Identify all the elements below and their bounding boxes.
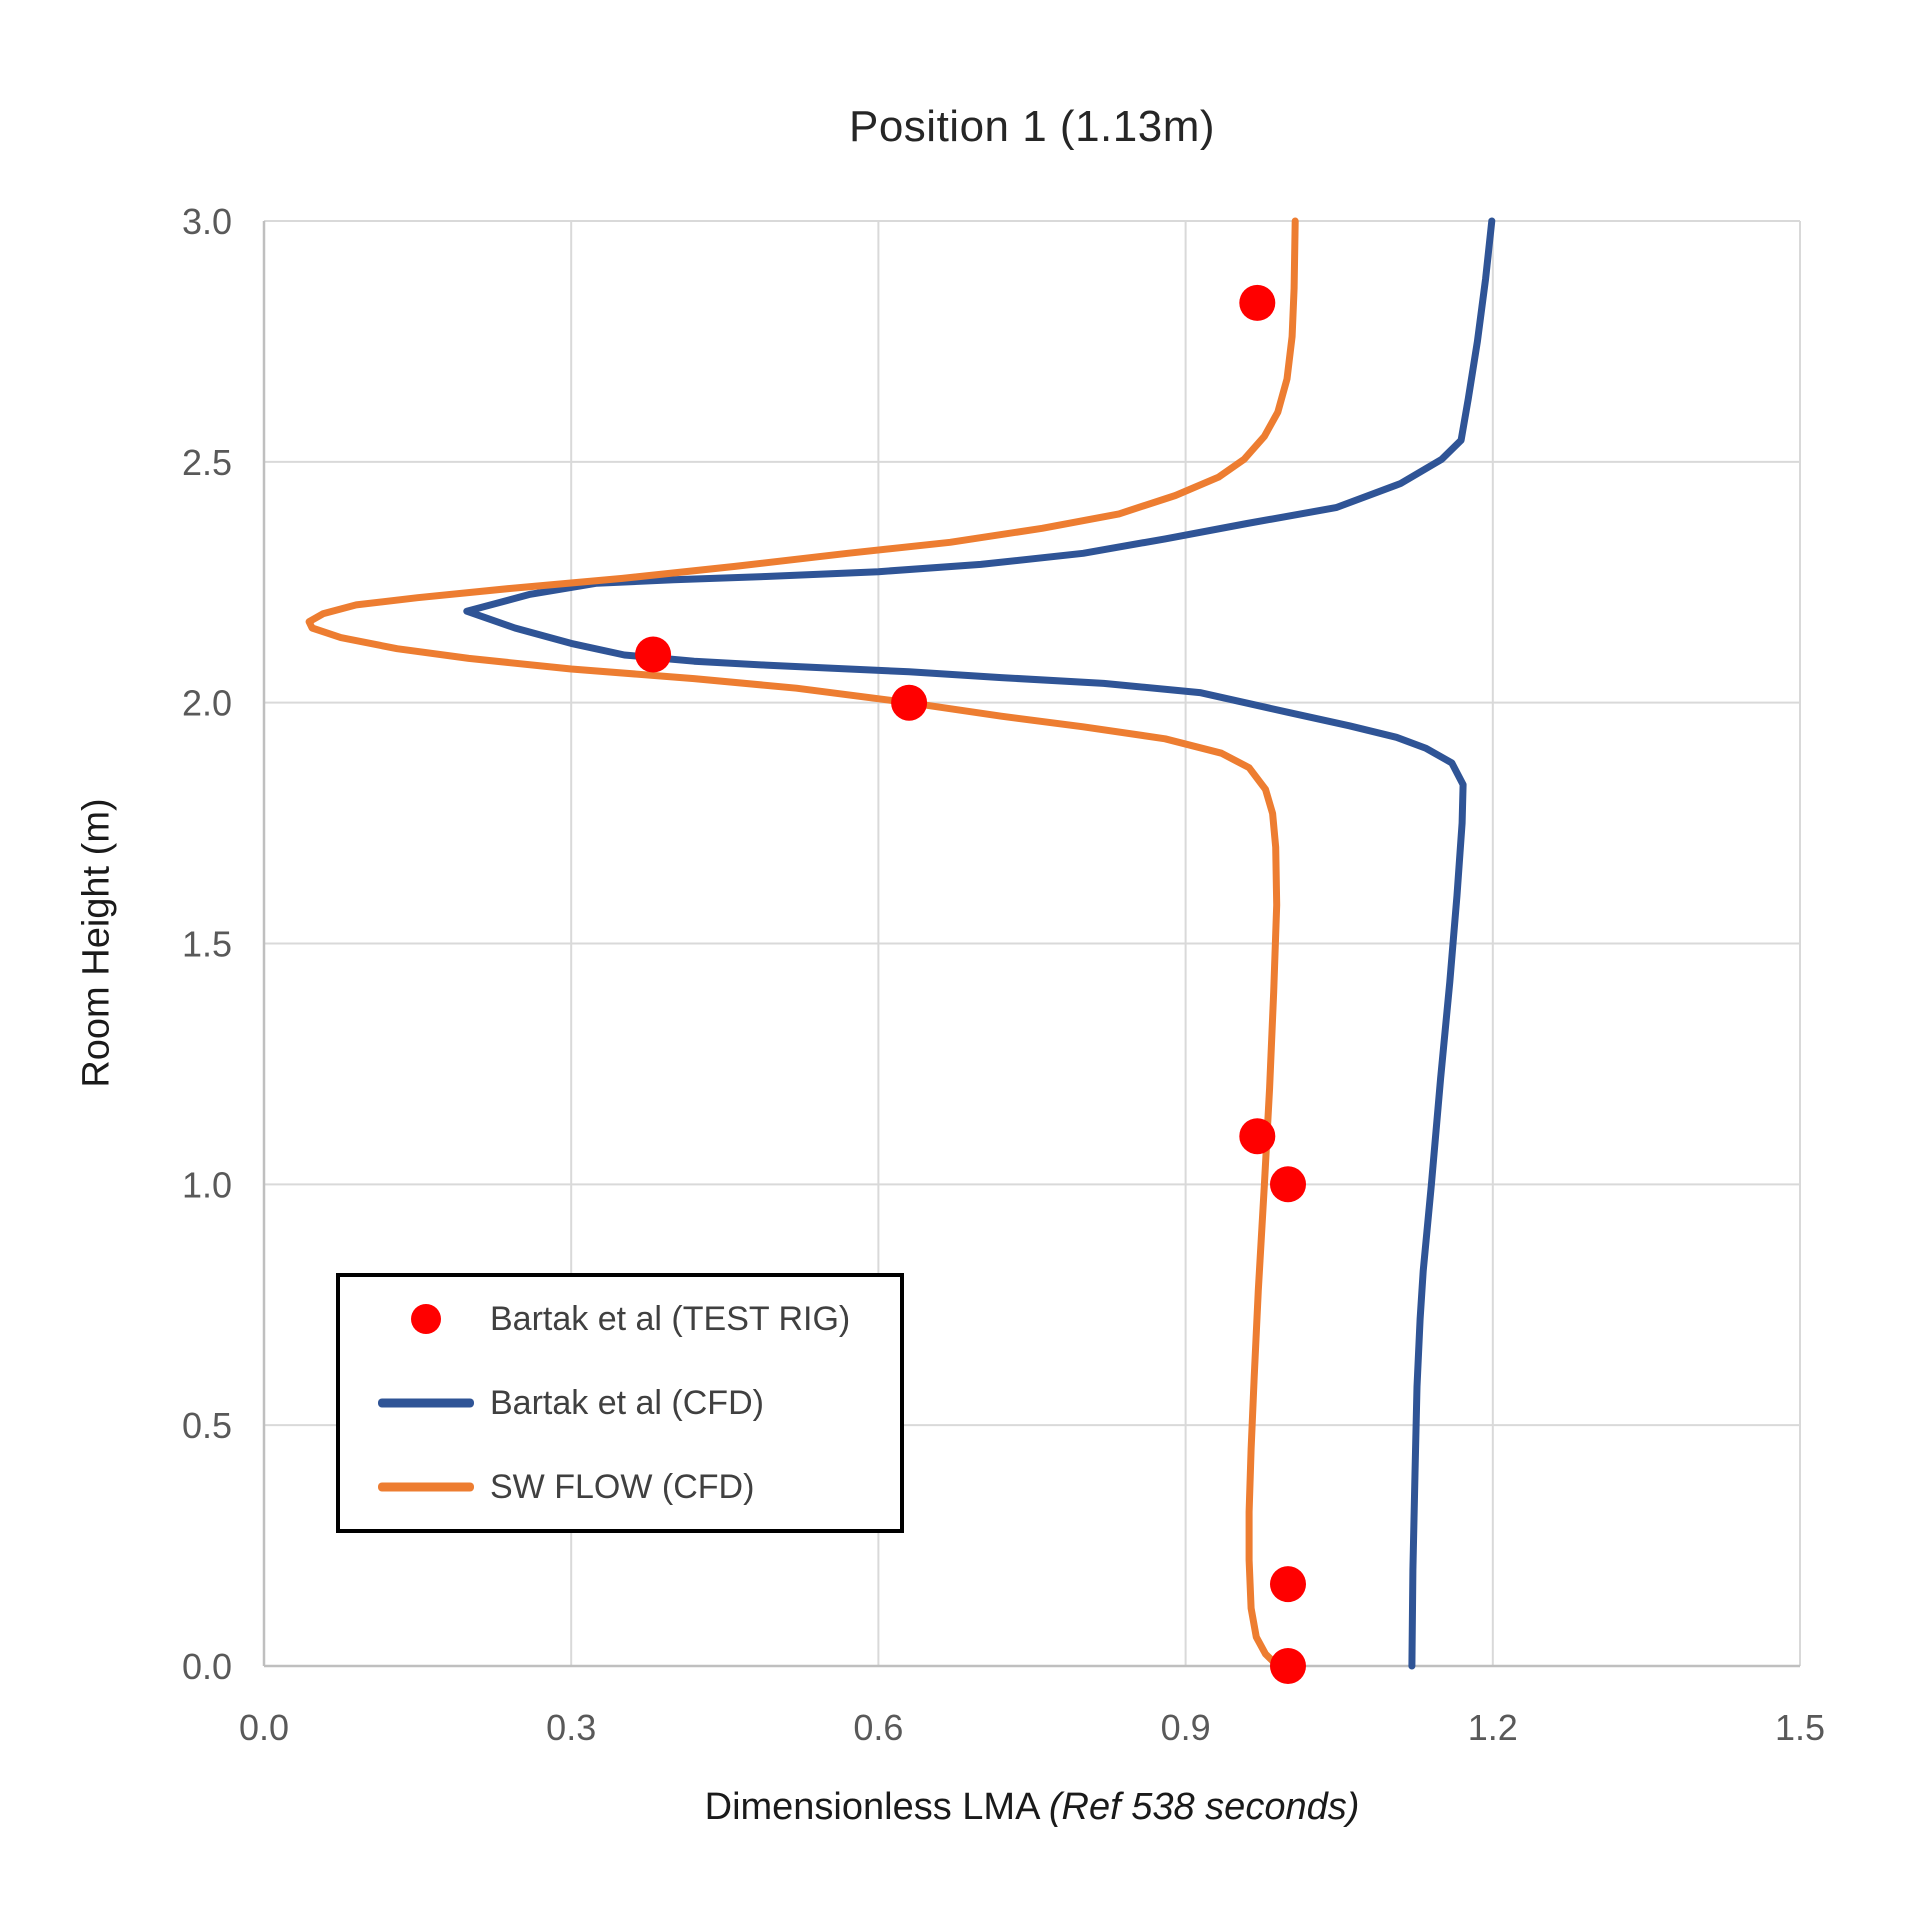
legend-item-bartak-cfd: Bartak et al (CFD) xyxy=(340,1363,900,1443)
x-tick-label: 0.3 xyxy=(546,1707,596,1748)
red-dot-marker-icon xyxy=(411,1304,441,1334)
x-axis-title-note: (Ref 538 seconds) xyxy=(1048,1786,1360,1828)
y-tick-label: 1.0 xyxy=(182,1164,232,1205)
data-point xyxy=(1270,1566,1306,1603)
x-tick-label: 1.5 xyxy=(1775,1707,1825,1748)
legend-item-swflow-cfd: SW FLOW (CFD) xyxy=(340,1447,900,1527)
data-point xyxy=(1239,1118,1276,1155)
series-line-bartak-et-al-cfd- xyxy=(463,217,1496,1670)
legend-label: Bartak et al (TEST RIG) xyxy=(490,1299,851,1338)
y-tick-label: 2.5 xyxy=(182,442,232,483)
tick-labels: 0.0 0.3 0.6 0.9 1.2 1.5 0.0 0.5 1.0 1.5 2.0 2.5 3.0 xyxy=(182,201,1825,1748)
x-axis-title-main: Dimensionless LMA xyxy=(704,1786,1049,1828)
x-tick-label: 0.9 xyxy=(1161,1707,1211,1748)
legend-label: Bartak et al (CFD) xyxy=(490,1383,764,1422)
axis-lines xyxy=(262,221,1800,1668)
chart-title: Position 1 (1.13m) xyxy=(848,102,1216,151)
y-tick-label: 3.0 xyxy=(182,201,232,242)
legend: Bartak et al (TEST RIG) Bartak et al (CF… xyxy=(336,1273,904,1533)
legend-label: SW FLOW (CFD) xyxy=(490,1467,755,1506)
blue-line-marker-icon xyxy=(378,1398,474,1408)
series-line-sw-flow-cfd- xyxy=(305,217,1299,1670)
series-scatter-bartak-et-al-test-rig- xyxy=(635,284,1306,1684)
x-tick-label: 1.2 xyxy=(1468,1707,1518,1748)
data-point xyxy=(1270,1166,1306,1203)
y-tick-label: 0.5 xyxy=(182,1405,232,1446)
x-axis-title: Dimensionless LMA (Ref 538 seconds) xyxy=(264,1786,1800,1829)
data-point xyxy=(1270,1648,1306,1684)
y-tick-label: 1.5 xyxy=(182,924,232,965)
y-tick-label: 0.0 xyxy=(182,1646,232,1687)
orange-line-marker-icon xyxy=(378,1482,474,1492)
y-tick-label: 2.0 xyxy=(182,683,232,724)
data-point xyxy=(635,636,672,673)
legend-item-test-rig: Bartak et al (TEST RIG) xyxy=(340,1279,900,1359)
data-point xyxy=(891,684,928,721)
x-tick-label: 0.0 xyxy=(239,1707,289,1748)
x-tick-label: 0.6 xyxy=(853,1707,903,1748)
data-point xyxy=(1239,284,1276,321)
